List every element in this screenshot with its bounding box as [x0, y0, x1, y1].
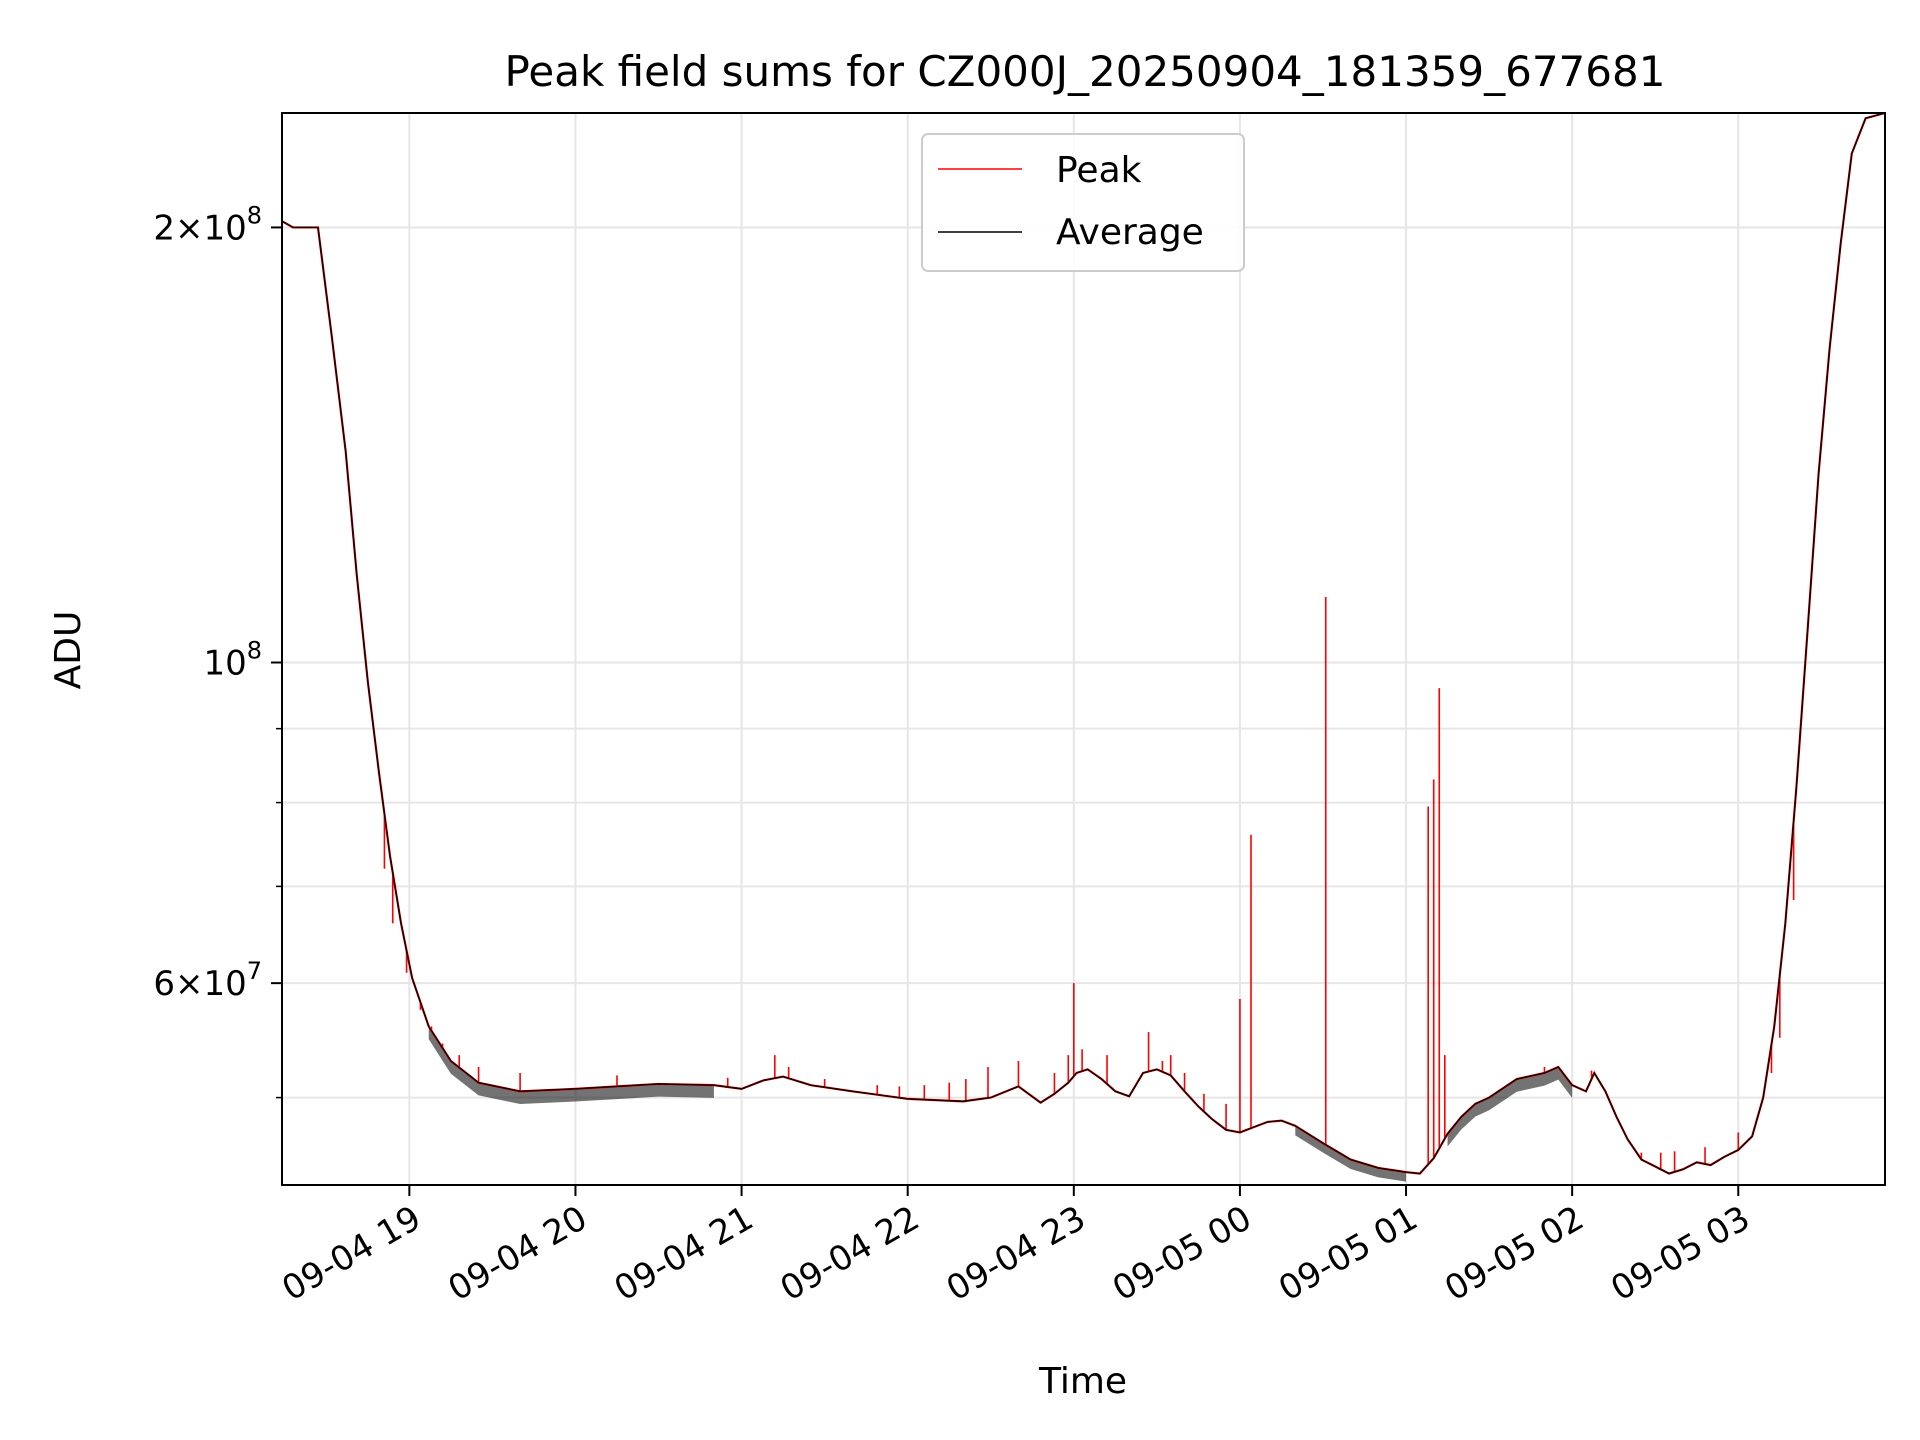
y-axis: 108 2×108 6×107: [153, 201, 282, 1099]
legend-label-peak: Peak: [1056, 150, 1142, 191]
plot-frame: [281, 112, 1886, 1186]
plot-area: [281, 111, 1886, 1182]
y-tick-label: 6×107: [153, 957, 262, 1004]
average-noise-band: [1295, 1125, 1407, 1182]
x-axis-label: Time: [1038, 1361, 1127, 1402]
y-axis-label: ADU: [48, 611, 89, 690]
y-tick-label: 2×108: [153, 201, 262, 248]
average-noise-band: [428, 1026, 714, 1105]
y-tick-label: 108: [203, 637, 262, 684]
chart-title: Peak field sums for CZ000J_20250904_1813…: [505, 47, 1666, 96]
legend-label-average: Average: [1056, 212, 1204, 253]
legend: Peak Average: [921, 133, 1245, 272]
average-line: [281, 112, 1886, 1175]
